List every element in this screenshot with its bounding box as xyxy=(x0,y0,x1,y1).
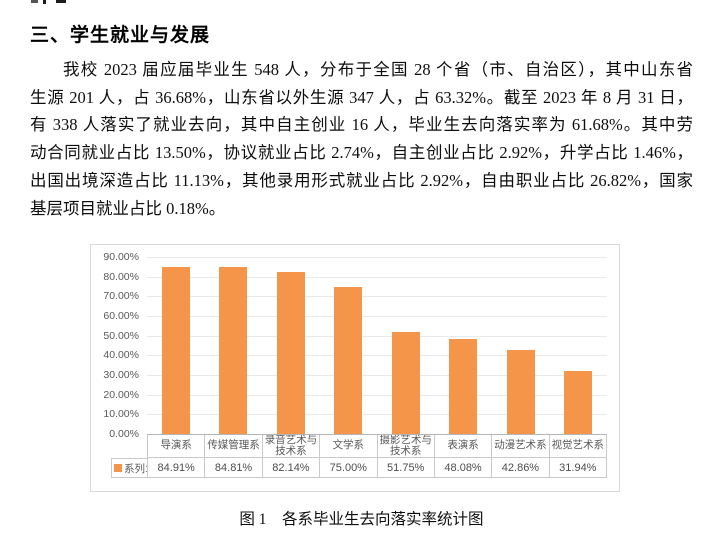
gridline xyxy=(147,257,607,258)
chart-bar xyxy=(276,272,305,434)
category-cell: 摄影艺术与技术系 xyxy=(376,435,434,457)
value-cell: 31.94% xyxy=(548,458,606,477)
gridline xyxy=(147,296,607,297)
y-tick-label: 60.00% xyxy=(103,310,139,322)
category-cell: 文学系 xyxy=(319,435,376,457)
y-tick-label: 20.00% xyxy=(103,388,139,401)
clipped-text-fragment xyxy=(31,0,38,3)
y-tick-label: 10.00% xyxy=(103,408,139,421)
value-cell: 51.75% xyxy=(376,458,434,477)
y-tick-label: 70.00% xyxy=(103,290,139,303)
data-table-row: 系列1 84.91% 84.81%82.14%75.00%51.75%48.08%… xyxy=(111,458,607,478)
gridline xyxy=(147,336,607,337)
category-cell: 视觉艺术系 xyxy=(548,435,606,457)
value-cell: 42.86% xyxy=(491,458,548,477)
y-tick-label: 90.00% xyxy=(103,251,139,263)
value-cell: 84.81% xyxy=(204,458,261,477)
paragraph-line: 出国出境深造占比 11.13%，其他录用形式就业占比 2.92%，自由职业占比 … xyxy=(30,170,693,190)
paragraph-line: 生源 201 人，占 36.68%，山东省以外生源 347 人，占 63.32%… xyxy=(30,87,693,107)
clipped-text-fragment xyxy=(43,0,46,4)
value-cell: 84.91% xyxy=(157,461,195,474)
gridline xyxy=(147,316,607,317)
paragraph: 我校 2023 届应届毕业生 548 人，分布于全国 28 个省（市、自治区），… xyxy=(30,56,693,222)
bar-chart: 90.00% 80.00% 70.00% 60.00% 50.00% 40.00% 30.0… xyxy=(90,244,620,492)
gridline xyxy=(147,414,607,415)
chart-bar xyxy=(334,286,363,434)
value-cell: 75.00% xyxy=(319,458,376,477)
gridline xyxy=(147,395,607,396)
gridline xyxy=(147,375,607,376)
y-tick-label: 80.00% xyxy=(103,270,139,283)
figure-caption: 图 1 各系毕业生去向落实率统计图 xyxy=(239,511,484,528)
y-tick-label: 30.00% xyxy=(103,369,139,381)
category-cell: 动漫艺术系 xyxy=(491,435,548,457)
paragraph-line: 有 338 人落实了就业去向，其中自主创业 16 人，毕业生去向落实率为 61.… xyxy=(30,115,693,135)
chart-bar xyxy=(391,332,420,434)
chart-bar xyxy=(449,339,478,434)
paragraph-line: 动合同就业占比 13.50%，协议就业占比 2.74%，自主创业占比 2.92%… xyxy=(30,143,693,163)
category-cell: 传媒管理系 xyxy=(204,435,261,457)
value-cell: 82.14% xyxy=(261,458,319,477)
y-axis-labels: 90.00% 80.00% 70.00% 60.00% 50.00% 40.00% 30.0… xyxy=(91,245,143,491)
chart-bar xyxy=(564,371,593,434)
paragraph-line: 我校 2023 届应届毕业生 548 人，分布于全国 28 个省（市、自治区），… xyxy=(63,60,693,79)
legend-label: 系列1 xyxy=(124,462,147,475)
category-cell: 录音艺术与技术系 xyxy=(261,435,319,457)
paragraph-line: 基层项目就业占比 0.18%。 xyxy=(30,198,226,218)
value-cell: 48.08% xyxy=(433,458,491,477)
chart-bar xyxy=(506,349,535,434)
y-tick-label: 40.00% xyxy=(103,349,139,362)
category-row: 导演系 传媒管理系 录音艺术与技术系 文学系 摄影艺术与技术系 表演系 动漫艺术系 视觉艺术系 xyxy=(147,434,607,458)
category-cell: 导演系 xyxy=(160,439,192,452)
chart-plot-area xyxy=(147,257,607,434)
y-tick-label: 50.00% xyxy=(103,329,139,342)
chart-bar xyxy=(219,267,248,434)
gridline xyxy=(147,355,607,356)
legend: 系列1 xyxy=(112,458,148,477)
y-tick-label: 0.00% xyxy=(109,428,139,440)
chart-bar xyxy=(161,267,190,434)
clipped-text-fragment xyxy=(56,0,66,3)
category-cell: 表演系 xyxy=(433,435,491,457)
section-heading: 三、学生就业与发展 xyxy=(30,25,211,46)
gridline xyxy=(147,277,607,278)
value-cells: 84.91% 84.81% 82.14% 75.00% 51.75% 48.08% 42.8… xyxy=(148,458,606,477)
legend-swatch-icon xyxy=(114,464,122,472)
